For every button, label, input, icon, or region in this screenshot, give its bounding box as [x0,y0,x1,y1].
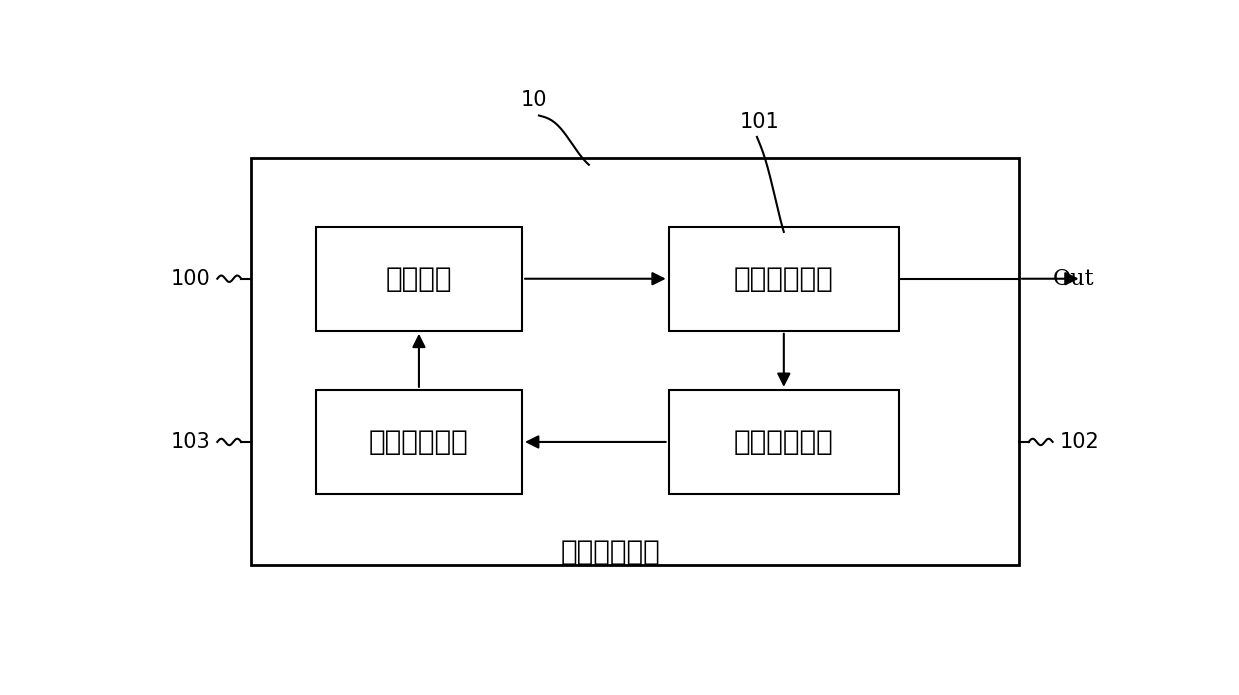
Bar [316,227,522,331]
Bar [669,227,900,331]
Text: 101: 101 [740,112,779,131]
Text: 数据分析模块: 数据分析模块 [369,428,468,456]
Text: 稳定量子光源: 稳定量子光源 [561,538,660,566]
Bar [669,390,900,494]
Text: 相干光源: 相干光源 [385,265,452,293]
Text: 102: 102 [1059,432,1099,452]
Polygon shape [250,158,1018,565]
Text: Out: Out [1053,268,1094,290]
Text: 103: 103 [171,432,211,452]
Text: 10: 10 [520,90,548,110]
Text: 100: 100 [171,269,211,288]
Bar [316,390,522,494]
Text: 强度调制模块: 强度调制模块 [733,265,834,293]
Text: 光强探测模块: 光强探测模块 [733,428,834,456]
